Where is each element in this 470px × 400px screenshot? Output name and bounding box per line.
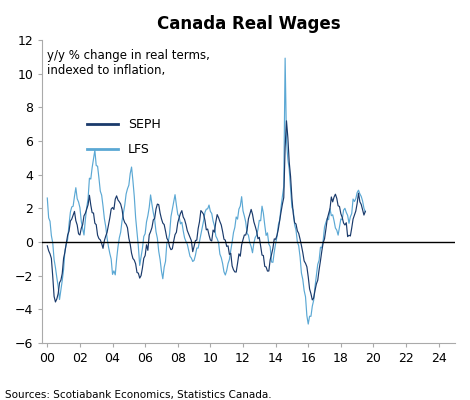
- Legend: SEPH, LFS: SEPH, LFS: [82, 113, 165, 162]
- Title: Canada Real Wages: Canada Real Wages: [157, 15, 340, 33]
- Text: Sources: Scotiabank Economics, Statistics Canada.: Sources: Scotiabank Economics, Statistic…: [5, 390, 271, 400]
- Text: y/y % change in real terms,
indexed to inflation,: y/y % change in real terms, indexed to i…: [47, 49, 210, 77]
